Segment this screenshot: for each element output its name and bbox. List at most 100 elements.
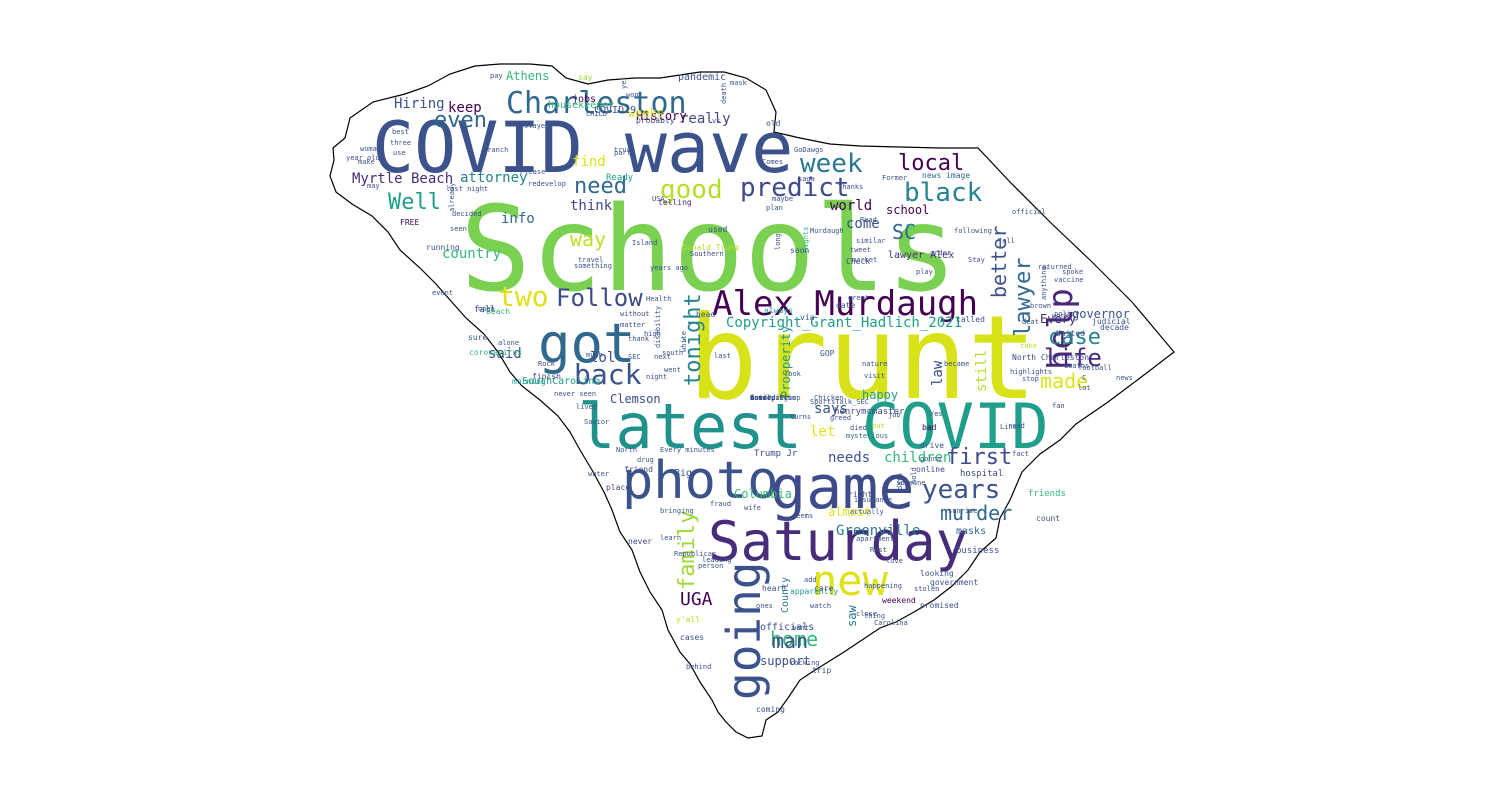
word-label: friend [624, 465, 653, 474]
word-label: case [1048, 325, 1101, 350]
word-label: officials [760, 622, 814, 633]
word-label: telling [658, 198, 692, 207]
word-label: Former [882, 174, 907, 182]
word-label: Big [674, 468, 692, 479]
word-label: brunt [688, 291, 1037, 426]
word-label: something [574, 262, 612, 270]
word-label: greed [830, 414, 851, 422]
word-label: Beach [486, 307, 510, 316]
word-label: called [956, 315, 985, 324]
word-label: watch [810, 602, 831, 610]
word-label: UGA [680, 589, 713, 610]
word-label: Savior [584, 418, 609, 426]
word-label: dead [750, 394, 767, 402]
word-label: County [780, 577, 791, 613]
word-label: case [750, 394, 767, 402]
word-label: saga [798, 175, 815, 183]
word-label: fact [1012, 450, 1029, 458]
word-label: Donald Trump [750, 394, 801, 402]
word-label: needs [828, 450, 870, 466]
word-label: Check [846, 257, 870, 266]
word-label: night [646, 373, 667, 381]
word-label: best [392, 128, 409, 136]
word-label: way [570, 227, 606, 251]
word-label: latest [578, 390, 802, 463]
word-label: come [846, 216, 880, 232]
word-label: visit [864, 372, 885, 380]
word-label: add [804, 576, 817, 584]
word-label: year old [346, 154, 380, 162]
word-label: last [714, 352, 731, 360]
word-label: black [904, 178, 983, 208]
word-label: Rest [870, 546, 887, 554]
word-label: rocking [790, 659, 820, 667]
word-label: great [848, 294, 869, 302]
word-label: order [930, 249, 951, 257]
word-label: count [1036, 514, 1060, 523]
word-label: Athens [506, 69, 549, 83]
word-label: first [946, 445, 1012, 470]
word-label: south [662, 349, 683, 357]
word-label: info [501, 211, 535, 227]
word-label: seems [792, 512, 813, 520]
word-label: heard [762, 584, 786, 593]
word-label: think [570, 198, 613, 214]
word-label: sunrise [948, 507, 978, 515]
word-label: maybe [772, 195, 793, 203]
word-label: disability [654, 306, 662, 348]
word-label: old [766, 119, 781, 128]
word-label: Please [520, 168, 545, 176]
word-label: anything [1040, 266, 1048, 300]
word-label: behind [686, 663, 711, 671]
word-label: happening [864, 582, 902, 590]
word-label: even [434, 108, 487, 133]
word-label: hate [750, 394, 767, 402]
word-label: vaccine [1054, 276, 1084, 284]
word-label: news image [922, 171, 970, 180]
word-label: news [1116, 374, 1133, 382]
word-label: law [930, 360, 946, 386]
word-label: Line [1000, 423, 1017, 431]
word-label: help [1041, 288, 1081, 370]
word-label: world [830, 198, 872, 214]
word-label: matter [620, 321, 645, 329]
word-label: tonight [681, 293, 706, 386]
word-label: soon [790, 246, 809, 255]
word-label: Island [632, 239, 657, 247]
word-label: always [764, 306, 793, 315]
word-label: United [1056, 329, 1085, 338]
word-label: happy [862, 388, 898, 402]
word-label: made [1040, 369, 1088, 393]
word-label: says [814, 401, 848, 417]
word-label: nation [750, 394, 775, 402]
word-label: date [836, 301, 855, 310]
word-label: use [393, 149, 406, 157]
word-label: Murdaugh [810, 227, 844, 235]
word-label: GoDawgs [794, 146, 824, 154]
word-label: care [814, 584, 833, 593]
word-label: business [956, 546, 999, 556]
word-label: similar [856, 237, 886, 245]
word-label: Schools [460, 180, 957, 318]
word-label: decided [452, 210, 482, 218]
word-label: place [606, 483, 630, 492]
word-label: home [770, 627, 818, 651]
word-label: much [586, 351, 603, 359]
word-label: Stay [968, 256, 985, 264]
word-label: want [792, 624, 809, 632]
word-label: travel [578, 256, 603, 264]
word-label: someone [896, 479, 926, 487]
word-label: never [628, 537, 652, 546]
word-label: lawyer Alex [888, 250, 954, 261]
word-label: look [784, 370, 802, 378]
word-label: good [660, 175, 723, 205]
word-label: redevelop [528, 180, 566, 188]
word-label: better [987, 226, 1011, 298]
word-label: government [930, 578, 978, 587]
word-label: bringing [660, 507, 694, 515]
word-label: running [426, 243, 460, 252]
word-label: sure [468, 333, 487, 342]
word-label: online [916, 465, 945, 474]
